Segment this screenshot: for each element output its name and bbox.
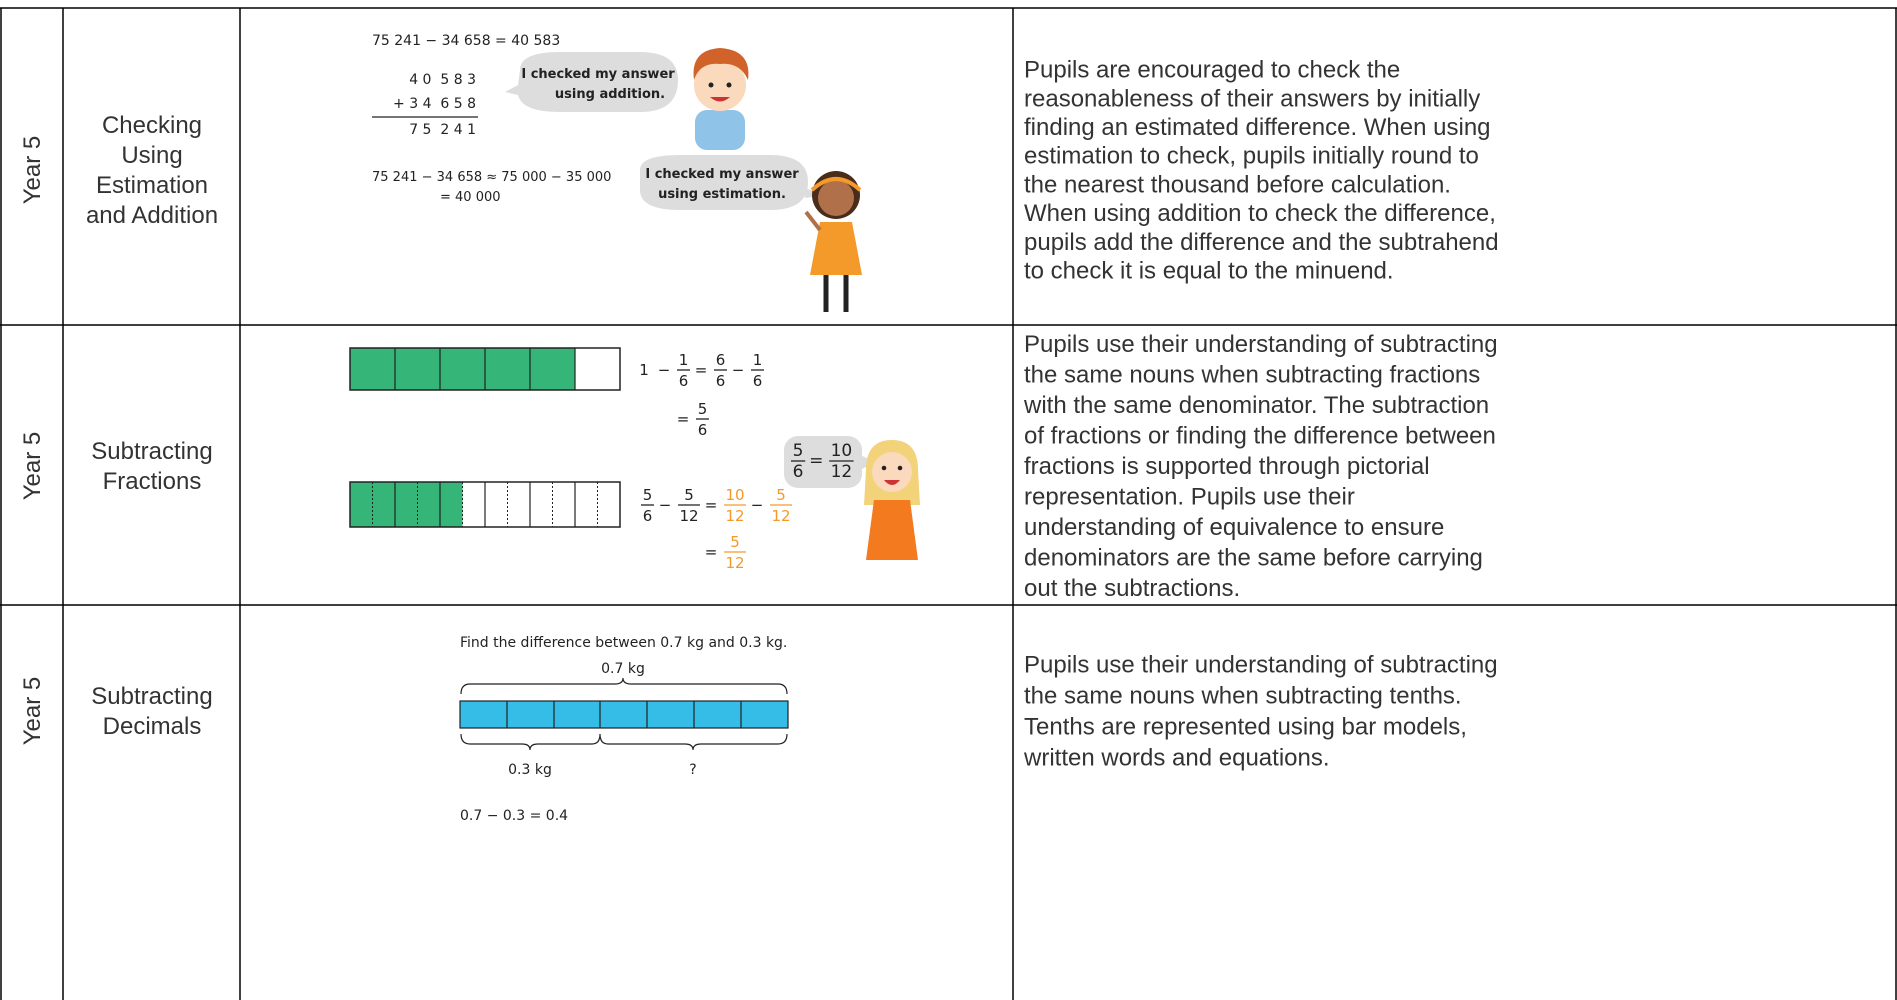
numerator: 5 — [776, 486, 786, 504]
equation-symbol: − — [658, 361, 671, 379]
description: to check it is equal to the minuend. — [1024, 257, 1394, 284]
description: the same nouns when subtracting tenths. — [1024, 683, 1462, 710]
topic: Fractions — [103, 468, 202, 495]
estimate: 75 241 − 34 658 ≈ 75 000 − 35 000 — [372, 170, 611, 185]
topic: Using — [121, 142, 182, 169]
numerator: 5 — [730, 533, 740, 551]
equation-symbol: − — [751, 496, 764, 514]
girl-illustration — [804, 171, 862, 312]
topic: Estimation — [96, 172, 208, 199]
column-line: + 3 4 6 5 8 — [393, 96, 476, 112]
equation-symbol: = — [677, 410, 690, 428]
year: Year 5 — [19, 136, 46, 205]
estimate: = 40 000 — [440, 190, 501, 205]
equation-symbol: = — [705, 543, 718, 561]
boy-illustration — [693, 48, 749, 150]
description: reasonableness of their answers by initi… — [1024, 85, 1480, 112]
description: pupils add the difference and the subtra… — [1024, 229, 1499, 256]
numerator: 5 — [643, 486, 653, 504]
equation-symbol: − — [732, 361, 745, 379]
text-cells: Year 5 Checking Using Estimation and Additio… — [19, 57, 1499, 772]
bubble-text: using estimation. — [658, 187, 786, 202]
denominator: 6 — [753, 372, 763, 390]
part-label: 0.3 kg — [508, 762, 552, 778]
equation: 0.7 − 0.3 = 0.4 — [460, 808, 568, 824]
equation-symbol: 1 — [639, 361, 649, 379]
topic: and Addition — [86, 202, 218, 229]
numerator: 5 — [684, 486, 694, 504]
description: Pupils use their understanding of subtra… — [1024, 652, 1498, 679]
numerator: 6 — [716, 351, 726, 369]
description: Pupils use their understanding of subtra… — [1024, 331, 1498, 358]
bubble-text: I checked my answer — [521, 67, 675, 82]
year: Year 5 — [19, 677, 46, 746]
description: estimation to check, pupils initially ro… — [1024, 143, 1479, 170]
numerator: 5 — [698, 400, 708, 418]
speech-bubble — [640, 155, 825, 210]
equation-symbol: − — [659, 496, 672, 514]
numerator: 5 — [793, 441, 804, 461]
unknown-label: ? — [689, 762, 696, 778]
table-borders — [0, 7, 1897, 1000]
whole-label: 0.7 kg — [601, 661, 645, 677]
year: Year 5 — [19, 432, 46, 501]
description: denominators are the same before carryin… — [1024, 545, 1483, 572]
denominator: 6 — [716, 372, 726, 390]
description: of fractions or finding the difference b… — [1024, 423, 1496, 450]
bubble-text: using addition. — [555, 87, 665, 102]
bubble-text: I checked my answer — [645, 167, 799, 182]
description: the same nouns when subtracting fraction… — [1024, 362, 1480, 389]
description: Tenths are represented using bar models, — [1024, 714, 1467, 741]
equation-symbol: = — [705, 496, 718, 514]
question: Find the difference between 0.7 kg and 0… — [460, 635, 787, 651]
description: When using addition to check the differe… — [1024, 200, 1496, 227]
numerator: 1 — [753, 351, 763, 369]
denominator: 12 — [725, 554, 744, 572]
description: written words and equations. — [1023, 745, 1330, 772]
denominator: 12 — [771, 507, 790, 525]
column-line: 7 5 2 4 1 — [409, 122, 476, 138]
numerator: 1 — [679, 351, 689, 369]
description: fractions is supported through pictorial — [1024, 453, 1430, 480]
denominator: 6 — [643, 507, 653, 525]
description: finding an estimated difference. When us… — [1024, 114, 1491, 141]
figure-decimals: Find the difference between 0.7 kg and 0… — [459, 635, 789, 824]
column-line: 4 0 5 8 3 — [409, 72, 476, 88]
topic: Checking — [102, 112, 202, 139]
equation: 75 241 − 34 658 = 40 583 — [372, 33, 560, 49]
description: out the subtractions. — [1024, 575, 1240, 602]
denominator: 6 — [679, 372, 689, 390]
denominator: 12 — [725, 507, 744, 525]
equation-symbol: = — [695, 361, 708, 379]
description: representation. Pupils use their — [1024, 484, 1355, 511]
girl-illustration — [864, 440, 920, 560]
numerator: 10 — [725, 486, 744, 504]
denominator: 12 — [831, 462, 853, 482]
speech-bubble — [505, 52, 678, 112]
equation-symbol: = — [809, 451, 823, 471]
description: the nearest thousand before calculation. — [1024, 171, 1451, 198]
topic: Subtracting — [91, 438, 212, 465]
denominator: 6 — [698, 421, 708, 439]
description: understanding of equivalence to ensure — [1024, 514, 1444, 541]
description: with the same denominator. The subtracti… — [1023, 392, 1489, 419]
topic: Decimals — [103, 713, 202, 740]
description: Pupils are encouraged to check the — [1024, 57, 1400, 84]
figure-checking: 75 241 − 34 658 = 40 583 4 0 5 8 3 + 3 4… — [372, 33, 862, 312]
speech-bubble — [784, 436, 862, 488]
denominator: 6 — [793, 462, 804, 482]
topic: Subtracting — [91, 683, 212, 710]
numerator: 10 — [831, 441, 853, 461]
denominator: 12 — [679, 507, 698, 525]
